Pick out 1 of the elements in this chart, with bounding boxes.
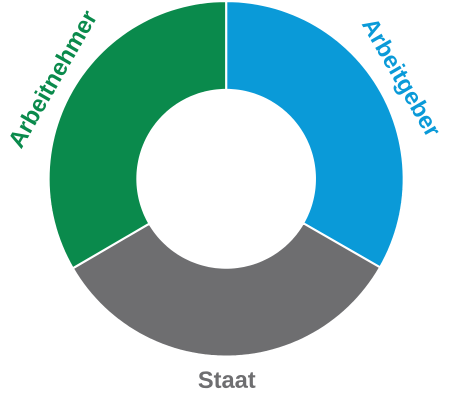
slice-label: Staat xyxy=(198,371,256,388)
